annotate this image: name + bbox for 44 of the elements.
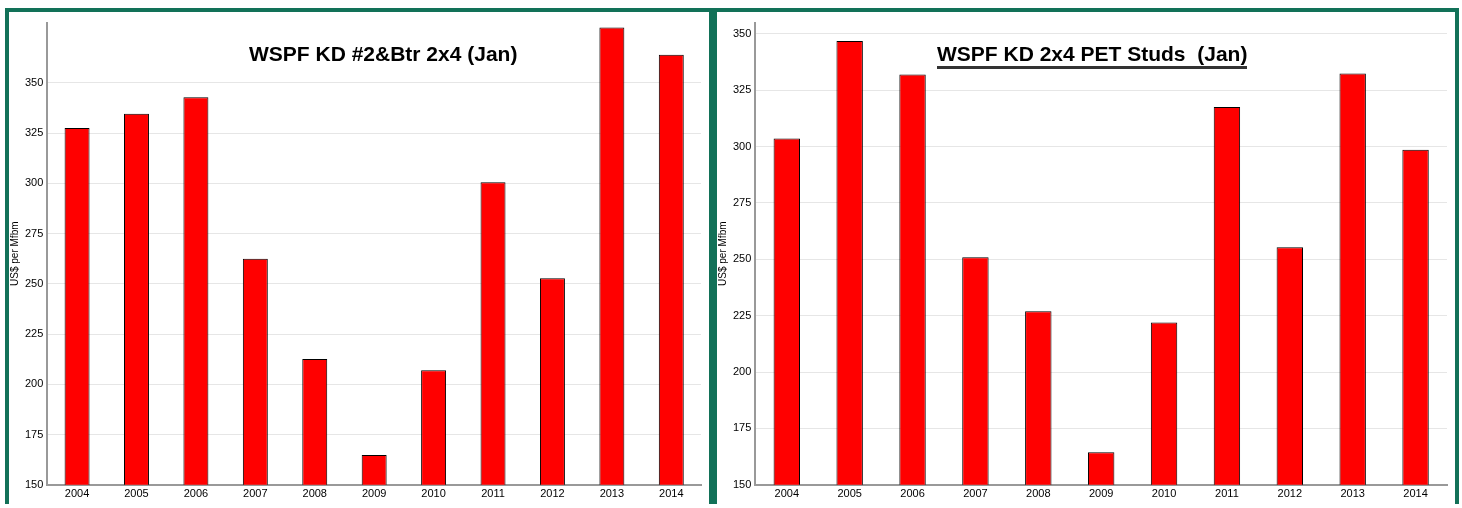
x-tick-label: 2009: [361, 487, 387, 500]
x-tick-label: 2005: [837, 487, 862, 500]
y-tick-label: 275: [732, 196, 752, 208]
y-tick-label: 225: [732, 308, 752, 321]
y-tick-label: 350: [732, 26, 752, 39]
x-tick-label: 2012: [1277, 487, 1303, 500]
y-tick-label: 325: [24, 126, 44, 139]
x-tick-label: 2004: [774, 487, 800, 500]
x-tick-label: 2007: [243, 487, 268, 500]
y-tick-label: 175: [732, 421, 752, 434]
y-tick-label: 150: [24, 477, 44, 490]
x-tick-label: 2013: [599, 487, 625, 500]
y-axis-title: US$ per Mfbm: [8, 221, 20, 286]
x-tick-label: 2008: [302, 487, 327, 500]
y-tick-label: 175: [24, 427, 44, 440]
y-tick-label: 150: [732, 477, 752, 490]
y-tick-label: 250: [24, 276, 44, 289]
x-tick-label: 2011: [481, 487, 505, 500]
x-tick-label: 2012: [540, 487, 565, 500]
x-tick-label: 2007: [963, 487, 988, 500]
y-tick-label: 225: [24, 327, 44, 340]
x-tick-label: 2004: [64, 487, 90, 500]
x-tick-label: 2009: [1088, 487, 1114, 500]
y-tick-label: 275: [24, 226, 44, 239]
x-tick-label: 2010: [421, 487, 446, 500]
text: WSPF KD #2&Btr 2x4 (Jan): [249, 42, 518, 66]
text: WSPF KD 2x4 PET Studs (Jan): [937, 42, 1248, 69]
y-tick-label: 200: [732, 365, 752, 378]
y-tick-label: 200: [24, 377, 44, 390]
y-tick-label: 325: [732, 83, 752, 96]
x-tick-label: 2014: [1403, 487, 1428, 500]
x-tick-label: 2006: [183, 487, 209, 500]
x-tick-label: 2013: [1340, 487, 1365, 500]
y-axis-title: US$ per Mfbm: [716, 221, 728, 286]
x-tick-label: 2005: [124, 487, 149, 500]
x-tick-label: 2010: [1151, 487, 1177, 500]
y-tick-label: 300: [24, 176, 44, 189]
x-tick-label: 2011: [1215, 487, 1239, 500]
y-tick-label: 300: [732, 139, 752, 152]
x-tick-label: 2014: [659, 487, 684, 500]
x-tick-label: 2006: [900, 487, 925, 500]
x-tick-label: 2008: [1026, 487, 1051, 500]
y-tick-label: 350: [24, 75, 44, 88]
y-tick-label: 250: [732, 252, 752, 265]
